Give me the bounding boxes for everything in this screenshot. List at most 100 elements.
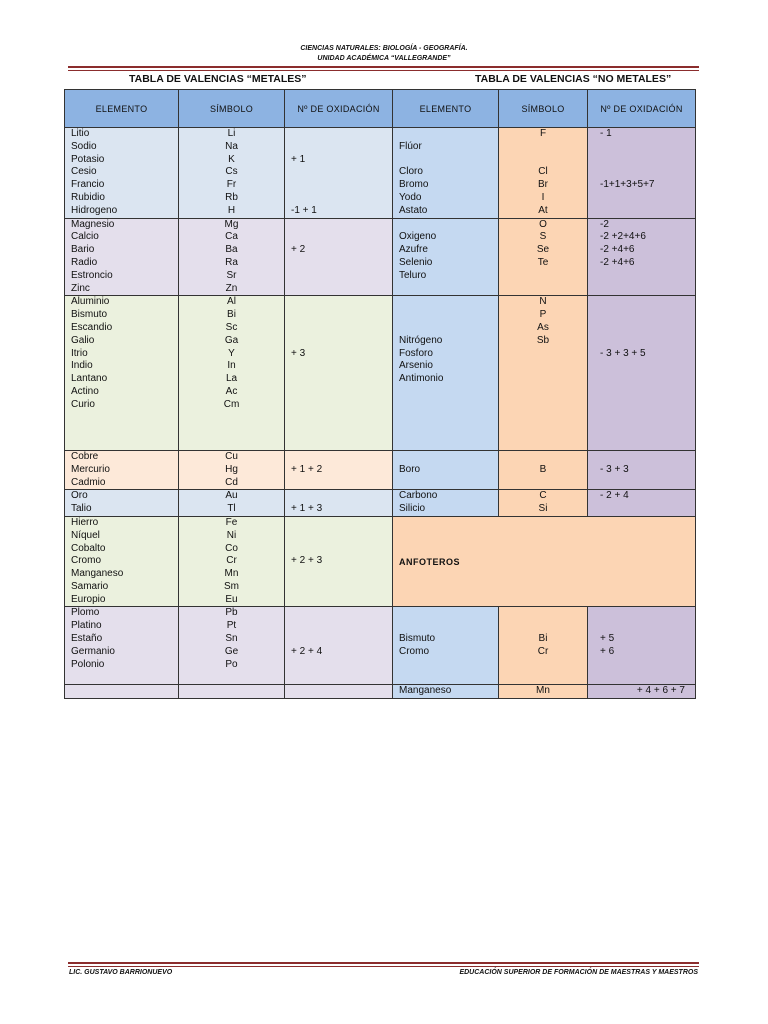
col-header-oxidacion: Nº DE OXIDACIÓN (284, 89, 393, 128)
nonmetal-element: Arsenio (399, 360, 433, 372)
metal-symbol: Cd (225, 476, 238, 488)
metal-element-cell: Cobre Mercurio Cadmio (64, 449, 179, 491)
table-row: Hierro Níquel Cobalto Cromo Manganeso Samario… (64, 515, 696, 608)
nonmetal-oxidation: + 4 + 6 + 7 (636, 685, 685, 697)
metal-oxidation (291, 179, 392, 192)
metal-oxidation (291, 386, 392, 399)
nonmetal-symbol (499, 154, 587, 167)
metal-symbol: Sm (224, 580, 239, 592)
metal-symbol: Ni (226, 529, 237, 541)
nonmetal-element-cell: Nitrógeno Fosforo Arsenio Antimonio (392, 295, 499, 451)
col-header-elemento-no-metal: ELEMENTO (392, 89, 499, 128)
nonmetal-symbol (499, 620, 587, 633)
metal-oxidation-cell: + 3 (284, 295, 393, 451)
header-line-1: CIENCIAS NATURALES: BIOLOGÍA - GEOGRAFÍA… (300, 45, 468, 52)
metal-oxidation (291, 581, 392, 594)
nonmetal-symbol: B (539, 463, 547, 475)
nonmetal-element: Selenio (399, 256, 433, 268)
metal-oxidation (291, 257, 392, 270)
nonmetal-element: Bismuto (399, 633, 436, 645)
nonmetal-oxidation (594, 205, 695, 218)
metal-oxidation (291, 335, 392, 348)
table-row: Cobre Mercurio Cadmio Cu Hg Cd + 1 + 2 Boro B - 3… (64, 449, 696, 491)
metal-oxidation-cell: + 2 (284, 217, 393, 297)
footer-rule-thick (68, 962, 699, 964)
nonmetal-element: Manganeso (399, 685, 452, 697)
metal-symbol: Pt (226, 620, 237, 632)
metal-symbol: Tl (227, 503, 236, 515)
metal-oxidation (291, 360, 392, 373)
nonmetal-element (399, 128, 498, 141)
metal-oxidation-cell: + 1 -1 + 1 (284, 127, 393, 219)
nonmetal-element (399, 477, 498, 490)
nonmetal-symbol (499, 671, 587, 684)
nonmetal-element (399, 607, 498, 620)
metal-oxidation: + 1 + 2 (291, 463, 323, 475)
nonmetal-symbol: I (541, 191, 545, 203)
metal-symbol: Ge (224, 645, 239, 657)
header-rule-thin (68, 70, 699, 71)
nonmetal-symbol: Mn (536, 685, 550, 697)
metal-symbol: In (227, 360, 236, 372)
metal-oxidation (291, 231, 392, 244)
table-row: Magnesio Calcio Bario Radio Estroncio Zinc Mg C… (64, 217, 696, 297)
nonmetal-oxidation: -2 +4+6 (600, 244, 635, 256)
nonmetal-oxidation (594, 671, 695, 684)
metal-element-cell: Hierro Níquel Cobalto Cromo Manganeso Samario… (64, 515, 179, 608)
valence-table: ELEMENTO SÍMBOLO Nº DE OXIDACIÓN ELEMENT… (64, 89, 696, 700)
nonmetal-oxidation (594, 154, 695, 167)
nonmetal-oxidation (594, 141, 695, 154)
metal-symbol: Au (225, 490, 238, 502)
metal-symbol: Pb (225, 607, 238, 619)
metal-oxidation-cell: + 2 + 4 (284, 606, 393, 686)
metal-symbol-cell: Mg Ca Ba Ra Sr Zn (178, 217, 285, 297)
nonmetal-symbol: O (539, 218, 547, 230)
metal-symbol: Ca (225, 231, 238, 243)
metal-oxidation (291, 141, 392, 154)
title-no-metales: TABLA DE VALENCIAS “NO METALES” (475, 73, 672, 85)
metal-element-cell: Aluminio Bismuto Escandio Galio Itrio Indio La… (64, 295, 179, 451)
nonmetal-element-cell: Bismuto Cromo (392, 606, 499, 686)
nonmetal-element (399, 154, 498, 167)
metal-oxidation (291, 568, 392, 581)
metal-oxidation (291, 296, 392, 309)
metal-element: Escandio (71, 321, 113, 333)
metal-oxidation (291, 399, 392, 412)
nonmetal-symbol (499, 399, 587, 412)
metal-oxidation (291, 490, 392, 503)
nonmetal-oxidation: - 3 + 3 (600, 463, 629, 475)
nonmetal-element (399, 283, 498, 296)
metal-oxidation: + 1 + 3 (291, 503, 323, 515)
nonmetal-element (399, 437, 498, 450)
metal-oxidation (291, 270, 392, 283)
nonmetal-element (399, 386, 498, 399)
nonmetal-oxidation: + 6 (600, 645, 615, 657)
nonmetal-symbol-cell: O S Se Te (498, 217, 588, 297)
metal-symbol: Rb (225, 191, 238, 203)
nonmetal-element: Cloro (399, 166, 423, 178)
nonmetal-oxidation (594, 503, 695, 516)
metal-element: Plomo (71, 607, 100, 619)
nonmetal-element: Boro (399, 463, 421, 475)
nonmetal-oxidation: -2 +4+6 (600, 256, 635, 268)
metal-element: Estroncio (71, 269, 113, 281)
header-rule-thick (68, 66, 699, 68)
metal-element: Cobalto (71, 542, 106, 554)
nonmetal-element-cell: Oxigeno Azufre Selenio Teluro (392, 217, 499, 297)
nonmetal-element (399, 659, 498, 672)
nonmetal-oxidation (594, 412, 695, 425)
nonmetal-element: Cromo (399, 645, 430, 657)
metal-element: Polonio (71, 658, 105, 670)
metal-element: Radio (71, 256, 98, 268)
nonmetal-element (399, 424, 498, 437)
metal-symbol: Cu (225, 450, 238, 462)
metal-oxidation (291, 530, 392, 543)
metal-element: Cadmio (71, 476, 106, 488)
metal-symbol: Na (225, 140, 238, 152)
table-row-last: Manganeso Mn + 4 + 6 + 7 (64, 684, 696, 700)
nonmetal-oxidation-cell: - 2 + 4 (587, 489, 696, 517)
metal-symbol-cell (178, 684, 285, 700)
metal-element: Níquel (71, 529, 100, 541)
metal-element: Itrio (71, 347, 88, 359)
metal-symbol: Eu (225, 593, 238, 605)
